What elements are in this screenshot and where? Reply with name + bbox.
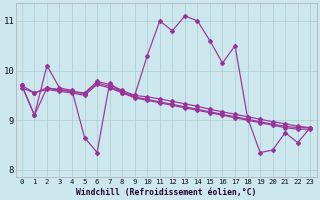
X-axis label: Windchill (Refroidissement éolien,°C): Windchill (Refroidissement éolien,°C) xyxy=(76,188,256,197)
